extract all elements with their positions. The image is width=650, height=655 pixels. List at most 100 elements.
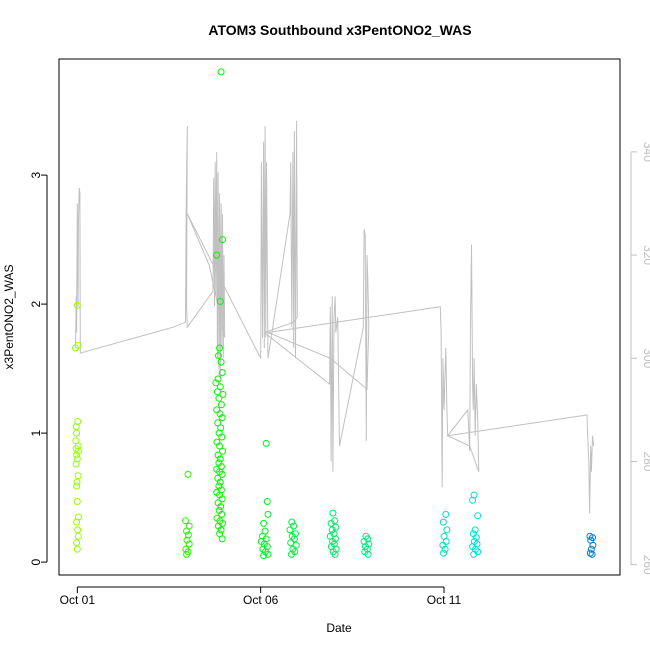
data-point bbox=[73, 518, 81, 526]
data-point bbox=[262, 439, 270, 447]
series-line bbox=[75, 120, 595, 514]
data-point bbox=[217, 503, 225, 511]
data-point bbox=[217, 526, 225, 534]
data-point bbox=[439, 518, 447, 526]
data-point bbox=[214, 375, 222, 383]
chart-title: ATOM3 Southbound x3PentONO2_WAS bbox=[208, 22, 471, 38]
data-point bbox=[73, 301, 81, 309]
data-point bbox=[586, 549, 594, 557]
data-point bbox=[74, 341, 82, 349]
data-point bbox=[214, 451, 222, 459]
data-point bbox=[72, 423, 80, 431]
y-tick-label: 0 bbox=[29, 558, 43, 565]
data-point bbox=[215, 394, 223, 402]
y-tick-label: 2 bbox=[29, 300, 43, 307]
data-point bbox=[217, 68, 225, 76]
data-point bbox=[184, 470, 192, 478]
data-point bbox=[216, 383, 224, 391]
data-point bbox=[219, 390, 227, 398]
data-point bbox=[73, 482, 81, 490]
data-point bbox=[290, 522, 298, 530]
data-point bbox=[287, 539, 295, 547]
data-point bbox=[328, 526, 336, 534]
data-point bbox=[216, 455, 224, 463]
data-point bbox=[216, 410, 224, 418]
y2-tick-label: 280 bbox=[641, 451, 650, 471]
data-point bbox=[469, 496, 477, 504]
data-point bbox=[470, 550, 478, 558]
data-point bbox=[218, 369, 226, 376]
data-point bbox=[74, 472, 82, 480]
data-point bbox=[588, 550, 596, 558]
data-point bbox=[260, 552, 268, 560]
data-point bbox=[212, 379, 220, 387]
data-point bbox=[74, 418, 82, 425]
data-point bbox=[219, 447, 226, 455]
data-point bbox=[442, 510, 450, 518]
data-point bbox=[73, 429, 81, 437]
data-point bbox=[587, 545, 595, 553]
data-point bbox=[216, 298, 224, 305]
data-point bbox=[218, 495, 226, 503]
data-point bbox=[183, 550, 191, 558]
y-axis-label: x3PentONO2_WAS bbox=[2, 265, 16, 370]
data-point bbox=[218, 510, 226, 518]
data-point bbox=[182, 517, 189, 525]
x-tick-label: Oct 01 bbox=[60, 593, 96, 607]
data-point bbox=[217, 401, 225, 409]
data-point bbox=[218, 433, 226, 441]
data-point bbox=[474, 512, 482, 520]
y2-tick-label: 260 bbox=[641, 555, 650, 575]
data-point bbox=[260, 519, 268, 527]
plot-area: 0 1 2 3 260 280 300 320 340 Oct 01 Oct 06 Oct 11 bbox=[29, 58, 650, 607]
data-point bbox=[218, 535, 226, 543]
data-point bbox=[73, 451, 81, 459]
data-point bbox=[216, 344, 224, 352]
data-point bbox=[74, 447, 82, 455]
x-tick-label: Oct 11 bbox=[427, 593, 462, 607]
data-point bbox=[439, 541, 447, 549]
data-point bbox=[288, 550, 295, 558]
data-point bbox=[327, 519, 335, 527]
data-point bbox=[329, 509, 337, 517]
y-tick-label: 3 bbox=[29, 171, 43, 178]
data-point bbox=[185, 540, 193, 548]
y2-tick-label: 300 bbox=[641, 348, 650, 368]
data-point bbox=[213, 388, 221, 396]
data-point bbox=[263, 498, 271, 505]
data-point bbox=[218, 414, 226, 422]
plot-frame bbox=[58, 58, 621, 576]
data-point bbox=[183, 536, 191, 544]
data-point bbox=[216, 442, 224, 450]
data-point bbox=[331, 550, 339, 558]
data-point bbox=[214, 419, 222, 427]
y-tick-label: 1 bbox=[29, 429, 43, 436]
data-point bbox=[73, 545, 81, 553]
data-point bbox=[73, 498, 81, 505]
data-point bbox=[74, 532, 82, 540]
data-point bbox=[218, 470, 226, 478]
x-tick-label: Oct 06 bbox=[243, 593, 279, 607]
data-point bbox=[72, 460, 80, 468]
data-point bbox=[441, 545, 449, 553]
data-point bbox=[264, 550, 272, 558]
data-point bbox=[364, 550, 372, 558]
data-point bbox=[73, 455, 81, 463]
data-point bbox=[443, 526, 451, 534]
data-point bbox=[219, 236, 226, 244]
y2-tick-label: 320 bbox=[641, 245, 650, 265]
data-point bbox=[589, 541, 597, 549]
data-point bbox=[184, 531, 192, 539]
data-point bbox=[471, 526, 479, 534]
data-point bbox=[288, 518, 296, 526]
data-point bbox=[217, 358, 225, 366]
y2-tick-label: 340 bbox=[641, 142, 650, 162]
data-point bbox=[183, 527, 191, 535]
data-point bbox=[216, 478, 224, 486]
data-point bbox=[290, 535, 298, 543]
data-point bbox=[264, 510, 272, 518]
data-point bbox=[215, 352, 222, 360]
